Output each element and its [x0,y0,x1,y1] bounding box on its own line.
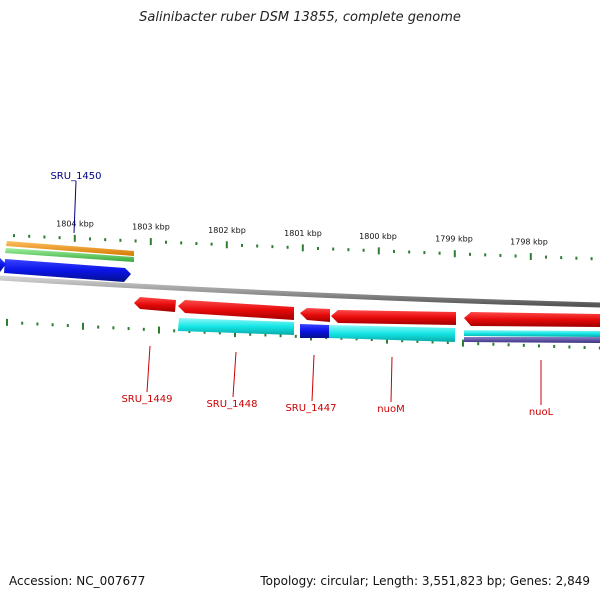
outer-tick-marks [13,234,593,261]
kbp-label: 1800 kbp [359,232,397,241]
cyan-feature-track-2 [329,325,455,342]
gene-nuom-arrow[interactable] [331,310,456,325]
kbp-label: 1804 kbp [56,219,94,228]
gene-label-sru-1450[interactable]: SRU_1450 [50,171,101,182]
green-feature-track [5,248,134,262]
gene-sru-1447-arrow[interactable] [300,308,330,322]
gene-sru-1449-arrow[interactable] [134,297,176,312]
kbp-label: 1799 kbp [435,235,473,244]
cyan-feature-track-3 [464,330,600,337]
kbp-label: 1803 kbp [132,223,170,232]
label-line-nuom [390,356,393,403]
gene-label-nuol[interactable]: nuoL [529,407,554,418]
kbp-label: 1801 kbp [284,229,322,238]
map-title: Salinibacter ruber DSM 13855, complete g… [139,10,461,25]
kbp-scale: 1804 kbp 1803 kbp 1802 kbp 1801 kbp 1800 kbp… [56,219,548,246]
kbp-label: 1798 kbp [510,237,548,246]
gene-label-sru-1449[interactable]: SRU_1449 [121,394,172,405]
inner-tick-marks [6,318,600,350]
purple-feature-track [464,337,600,343]
genome-backbone [0,275,600,308]
accession-label: Accession: NC_007677 [9,574,146,588]
label-line-sru-1448 [232,351,237,398]
gene-sru-1448-arrow[interactable] [178,300,294,320]
gene-label-sru-1447[interactable]: SRU_1447 [285,403,336,414]
topology-label: Topology: circular; Length: 3,551,823 bp… [260,574,590,588]
cyan-feature-track-1 [178,318,294,335]
gene-partial-left-arrow[interactable] [0,258,6,272]
label-line-sru-1449 [146,345,151,393]
label-line-sru-1447 [311,354,315,402]
dark-blue-feature-block [300,324,329,338]
label-line-sru-1450 [73,180,77,234]
gene-label-sru-1448[interactable]: SRU_1448 [206,399,257,410]
orange-feature-track [6,241,134,256]
gene-nuol-arrow[interactable] [464,312,600,327]
gene-sru-1450-arrow[interactable] [4,259,131,282]
kbp-label: 1802 kbp [208,226,246,235]
gene-label-nuom[interactable]: nuoM [377,404,404,415]
